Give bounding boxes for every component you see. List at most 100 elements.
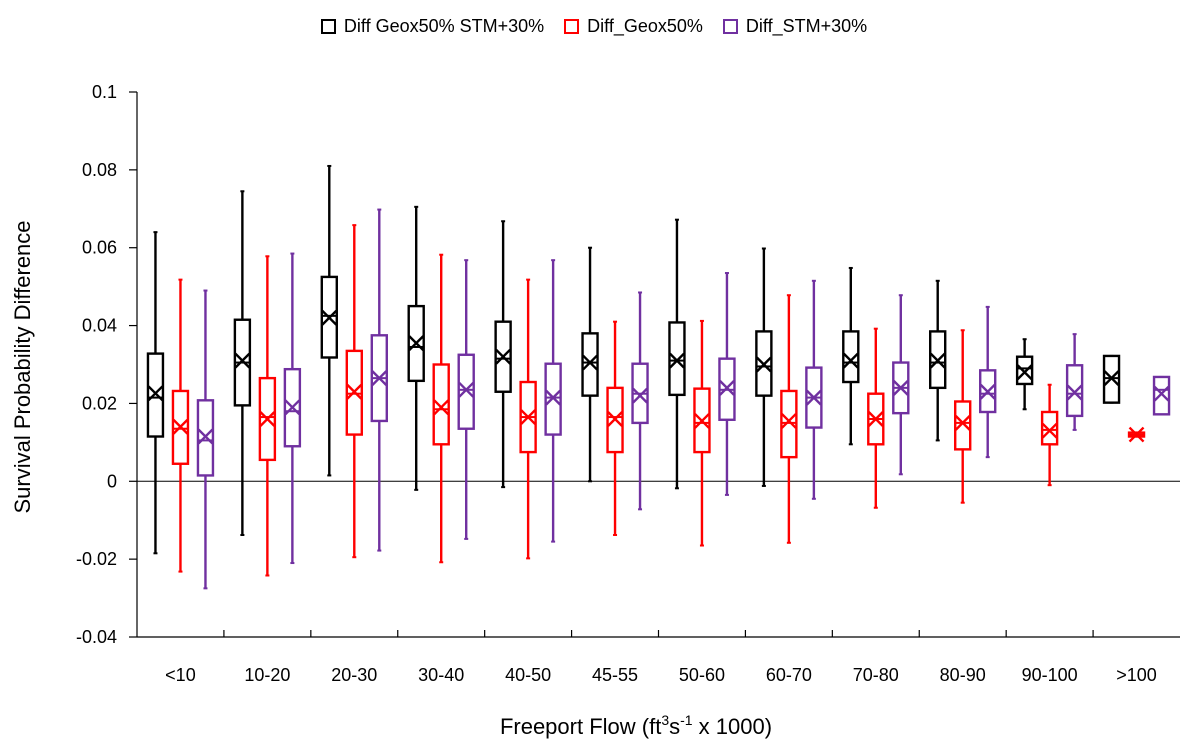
mean-marker [892, 380, 909, 396]
box-Diff Geox50% STM+30% [320, 164, 338, 477]
legend-label: Diff_STM+30% [745, 16, 868, 36]
mean-marker [842, 352, 859, 369]
box-Diff_Geox50% [780, 294, 798, 544]
box-Diff_Geox50% [171, 278, 190, 573]
x-tick-label: <10 [165, 665, 196, 685]
box-iqr [780, 389, 798, 459]
plot-area [146, 164, 1171, 590]
box-Diff_STM+30% [718, 272, 736, 496]
mean-marker [284, 399, 301, 416]
mean-marker [520, 409, 536, 425]
box-Diff_Geox50% [345, 224, 363, 559]
y-axis-title: Survival Probability Difference [10, 220, 35, 513]
box-Diff_Geox50% [1040, 383, 1059, 487]
mean-marker [781, 413, 797, 429]
mean-marker [147, 385, 164, 402]
mean-marker [1041, 422, 1058, 439]
mean-marker [321, 309, 338, 326]
y-tick-label: 0.1 [92, 82, 117, 102]
y-tick-label: -0.04 [76, 627, 117, 647]
x-tick-label: 45-55 [592, 665, 638, 685]
y-tick-label: 0.08 [82, 160, 117, 180]
mean-marker [756, 356, 772, 373]
legend-swatch [320, 19, 336, 34]
box-Diff Geox50% STM+30% [146, 231, 165, 555]
mean-marker [371, 370, 388, 386]
x-tick-label: 50-60 [679, 665, 725, 685]
box-iqr [1065, 364, 1084, 418]
box-Diff_STM+30% [892, 294, 910, 476]
box-iqr [581, 332, 599, 397]
mean-marker [1016, 364, 1033, 381]
box-Diff_Geox50% [693, 319, 711, 547]
box-Diff_Geox50% [867, 327, 885, 509]
box-Diff_STM+30% [1152, 375, 1171, 416]
y-tick-label: 0.02 [82, 393, 117, 413]
mean-marker [582, 354, 598, 371]
x-axis-title-sup2: -1 [680, 712, 693, 728]
box-Diff Geox50% STM+30% [842, 266, 860, 446]
mean-marker [979, 383, 996, 400]
legend: Diff Geox50% STM+30% Diff_Geox50% Diff_STM… [0, 16, 1188, 37]
x-axis-title-mid: s [669, 714, 680, 739]
y-tick-label: 0.04 [82, 316, 117, 336]
box-Diff_Geox50% [606, 320, 624, 537]
mean-marker [954, 415, 971, 431]
mean-marker [719, 380, 735, 396]
legend-swatch [564, 19, 580, 34]
mean-marker [607, 411, 623, 427]
box-iqr [954, 400, 972, 451]
box-Diff Geox50% STM+30% [1102, 354, 1121, 404]
box-Diff_STM+30% [196, 289, 215, 590]
x-axis: <10 10-20 20-30 30-40 40-50 45-55 50-60 60-70 70… [137, 480, 1180, 685]
mean-marker [632, 387, 648, 404]
box-Diff Geox50% STM+30% [407, 205, 425, 491]
x-axis-title-suffix: x 1000) [693, 714, 773, 739]
x-tick-label: 70-80 [853, 665, 899, 685]
box-iqr [457, 353, 475, 430]
box-Diff_Geox50% [954, 329, 972, 504]
x-tick-label: 10-20 [244, 665, 290, 685]
x-tick-label: 80-90 [940, 665, 986, 685]
x-axis-title: Freeport Flow (ft3s-1 x 1000) [500, 712, 772, 739]
x-tick-label: 30-40 [418, 665, 464, 685]
box-Diff Geox50% STM+30% [1015, 338, 1034, 411]
mean-marker [433, 399, 450, 416]
y-tick-label: -0.02 [76, 549, 117, 569]
mean-marker [197, 428, 214, 445]
mean-marker [1153, 385, 1170, 402]
box-Diff_STM+30% [805, 279, 823, 500]
mean-marker [1128, 426, 1145, 443]
box-iqr [432, 363, 450, 446]
legend-label: Diff_Geox50% [587, 16, 703, 36]
box-Diff Geox50% STM+30% [668, 218, 686, 490]
box-iqr [668, 321, 686, 397]
mean-marker [259, 411, 276, 427]
mean-marker [1103, 370, 1120, 386]
box-Diff_STM+30% [457, 259, 475, 540]
box-Diff Geox50% STM+30% [755, 247, 773, 487]
box-Diff_Geox50% [258, 255, 277, 577]
mean-marker [234, 352, 251, 369]
mean-marker [806, 389, 822, 406]
box-iqr [1040, 410, 1059, 446]
mean-marker [694, 413, 710, 429]
box-iqr [1015, 355, 1034, 386]
mean-marker [929, 352, 946, 369]
box-Diff_Geox50% [519, 278, 537, 560]
mean-marker [669, 352, 685, 369]
box-Diff_STM+30% [631, 291, 649, 511]
x-tick-label: 40-50 [505, 665, 551, 685]
box-Diff Geox50% STM+30% [929, 279, 947, 442]
legend-swatch [722, 19, 738, 34]
mean-marker [408, 335, 425, 351]
box-iqr [1152, 375, 1171, 416]
mean-marker [172, 418, 189, 435]
mean-marker [458, 381, 475, 398]
box-Diff_STM+30% [370, 208, 388, 552]
y-tick-label: 0.06 [82, 238, 117, 258]
x-axis-title-sup1: 3 [661, 712, 669, 728]
legend-item: Diff_Geox50% [564, 16, 703, 37]
box-Diff_STM+30% [1065, 333, 1084, 431]
